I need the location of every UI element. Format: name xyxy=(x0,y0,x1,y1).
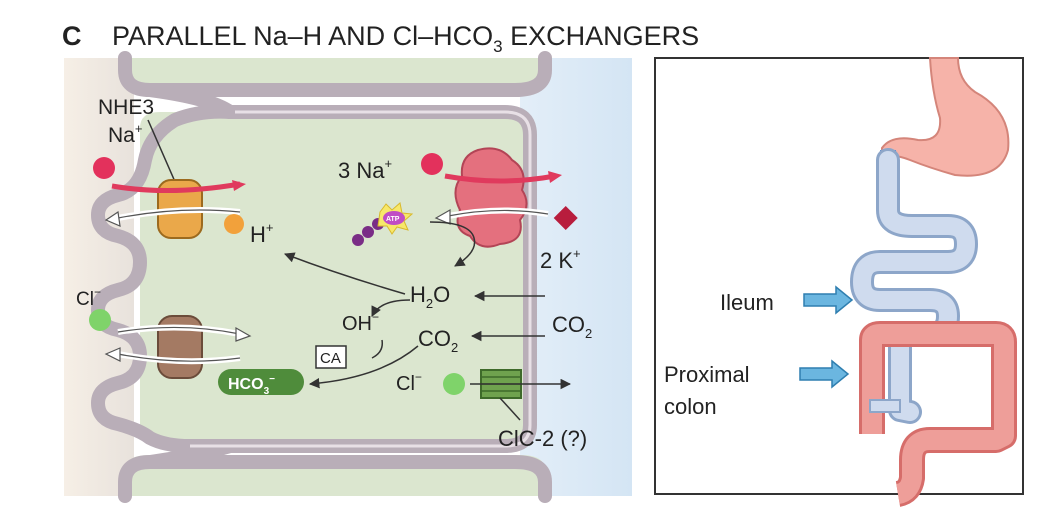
h-flux-arrowhead-left xyxy=(104,210,121,227)
stomach-icon xyxy=(881,57,1010,177)
oh-label: OH− xyxy=(342,310,379,335)
na-left-label: Na+ xyxy=(108,121,142,147)
na-flux-arrowhead-left xyxy=(232,180,246,191)
small-intestine-icon xyxy=(853,151,975,421)
carbonic-anhydrase-box xyxy=(315,345,347,369)
panel-title: PARALLEL Na–H AND Cl–HCO3 EXCHANGERS xyxy=(112,21,699,56)
cl-left-label: Cl− xyxy=(76,285,101,310)
cl-hco3-exchanger: Cl− HCO3− xyxy=(76,285,304,397)
cl-right-label: Cl− xyxy=(396,370,422,395)
ileum-arrow-icon xyxy=(803,285,854,315)
na-k-pump-protein-icon xyxy=(454,147,528,248)
gut-diagram: Ileum Proximal colon xyxy=(654,57,1024,507)
nhe3-pointer-line xyxy=(147,119,177,185)
h2o-to-oh-arrow xyxy=(371,299,411,317)
cl-flux-arrow xyxy=(117,326,241,335)
clc2-pointer-line xyxy=(499,397,521,421)
ileum-label: Ileum xyxy=(720,290,774,315)
upper-cell xyxy=(120,58,545,88)
hco3-label: HCO3− xyxy=(228,374,275,397)
co2-to-hco3-arrow xyxy=(308,345,419,389)
two-k-label: 2 K+ xyxy=(540,246,581,273)
figure-heading: C PARALLEL Na–H AND Cl–HCO3 EXCHANGERS xyxy=(62,21,699,56)
ileocecal-junction-icon xyxy=(869,399,901,413)
cl-ion-left-icon xyxy=(89,309,111,331)
epithelial-cell-diagram: NHE3 Na+ H+ Cl− HCO3− xyxy=(64,51,632,503)
colon-icon xyxy=(862,324,1014,504)
membrane-highlight xyxy=(190,110,532,448)
oh-join-line xyxy=(371,339,384,359)
proximal-colon-label-line1: Proximal xyxy=(664,362,750,387)
three-na-label: 3 Na+ xyxy=(338,156,392,183)
na-flux-arrow-left xyxy=(111,181,241,194)
nhe3-exchanger: NHE3 Na+ H+ xyxy=(93,96,273,247)
na-k-atpase: 3 Na+ 2 K+ ATP xyxy=(338,147,581,273)
na-ion-left-icon xyxy=(93,157,115,179)
hco3-flux-arrow xyxy=(117,353,241,362)
k-influx-arrow xyxy=(447,209,549,217)
ca-label: CA xyxy=(320,350,341,367)
h-plus-label: H+ xyxy=(250,220,273,247)
proximal-colon-arrow-icon xyxy=(799,359,850,389)
atp-icon: ATP xyxy=(352,202,414,246)
intracellular-reactions: H2O CO2 OH− CO2 CA xyxy=(284,252,592,389)
hco3-pill-icon xyxy=(218,369,304,395)
atp-to-h2o-arrow xyxy=(429,221,476,267)
h2o-to-h-arrow xyxy=(284,252,406,295)
clc2-channel: Cl− ClC-2 (?) xyxy=(396,369,587,451)
na-ion-right-icon xyxy=(421,153,443,175)
cl-ion-right-icon xyxy=(443,373,465,395)
h-ion-icon xyxy=(224,214,244,234)
clc2-label: ClC-2 (?) xyxy=(498,426,587,451)
atp-label: ATP xyxy=(386,216,400,223)
cell-cytoplasm xyxy=(140,112,530,446)
nhe3-label: NHE3 xyxy=(98,96,154,119)
blood-side-area xyxy=(520,58,632,496)
co2-mid-label: CO2 xyxy=(418,326,458,355)
panel-letter: C xyxy=(62,21,82,51)
proximal-colon-label-line2: colon xyxy=(664,394,717,419)
co2-right-label: CO2 xyxy=(552,312,592,341)
h2o-label: H2O xyxy=(410,282,450,311)
na-efflux-arrow xyxy=(444,173,556,184)
